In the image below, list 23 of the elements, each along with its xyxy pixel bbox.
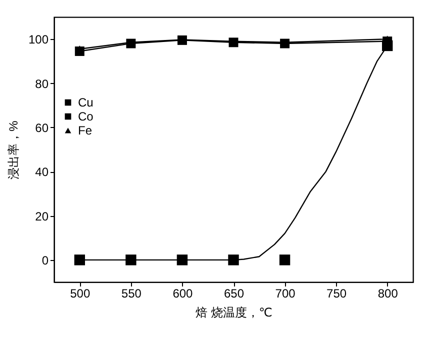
x-axis-title: 焙 烧温度，℃ <box>196 306 272 320</box>
y-tick-label: 20 <box>35 209 49 224</box>
point <box>228 254 239 266</box>
y-tick-label: 100 <box>28 32 49 47</box>
point <box>74 254 86 266</box>
x-tick-label: 550 <box>121 286 142 300</box>
point <box>279 254 290 266</box>
x-tick-label: 750 <box>326 286 347 300</box>
y-tick-label: 40 <box>35 165 49 180</box>
x-tick-label: 700 <box>275 286 296 300</box>
y-tick-label: 60 <box>35 120 49 135</box>
x-tick-label: 650 <box>224 286 244 300</box>
point <box>176 254 188 266</box>
x-tick-label: 600 <box>172 286 194 300</box>
legend-label: Cu <box>78 96 94 110</box>
y-tick-label: 80 <box>35 76 49 91</box>
x-tick-label: 500 <box>70 286 90 300</box>
y-tick-label: 0 <box>42 253 49 268</box>
legend-label: Co <box>78 110 94 124</box>
x-tick-label: 800 <box>378 286 398 300</box>
legend-label: Fe <box>78 124 92 138</box>
point <box>126 254 136 266</box>
y-axis-title: 浸出率，% <box>6 120 20 180</box>
